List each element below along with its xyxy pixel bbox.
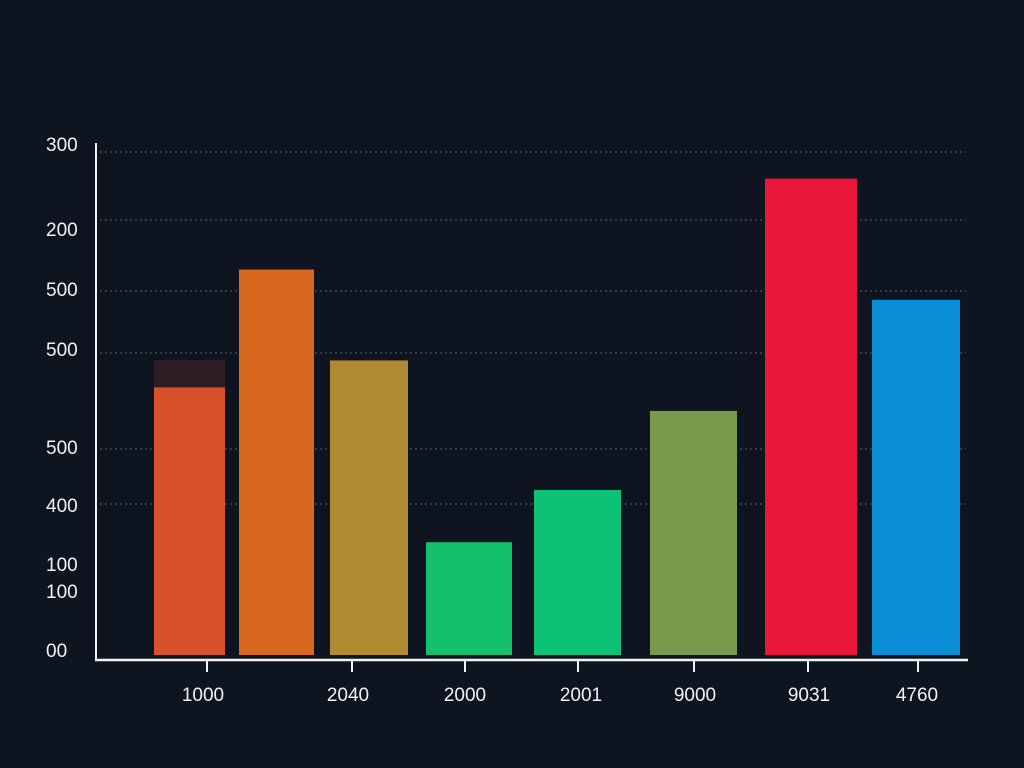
bar [239, 269, 314, 655]
x-tick-label: 2001 [560, 685, 602, 706]
y-tick-label: 200 [46, 220, 78, 241]
y-tick-label: 100 [46, 582, 78, 603]
bar [650, 410, 737, 655]
x-tick-label: 9031 [788, 685, 830, 706]
y-tick-label: 500 [46, 280, 78, 301]
x-tick-label: 2040 [327, 685, 369, 706]
y-tick-label: 400 [46, 496, 78, 517]
bar-cap [154, 360, 225, 387]
bar [426, 542, 512, 655]
y-tick-label: 100 [46, 555, 78, 576]
bar [872, 299, 960, 655]
x-tick-label: 2000 [444, 685, 486, 706]
bar [534, 490, 621, 655]
bar [765, 178, 857, 655]
y-tick-label: 500 [46, 438, 78, 459]
x-tick-label: 9000 [674, 685, 716, 706]
x-tick-label: 4760 [896, 685, 938, 706]
y-tick-label: 00 [46, 641, 67, 662]
x-tick-label: 1000 [182, 685, 224, 706]
bar [330, 360, 408, 655]
bar [154, 387, 225, 655]
y-tick-label: 300 [46, 135, 78, 156]
y-tick-label: 500 [46, 340, 78, 361]
